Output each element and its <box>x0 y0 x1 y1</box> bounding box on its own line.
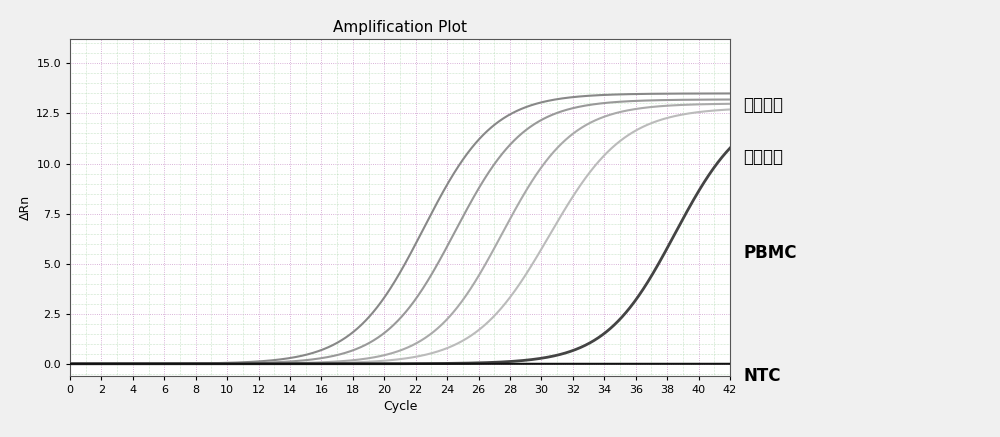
Text: NTC: NTC <box>744 367 781 385</box>
Text: PBMC: PBMC <box>744 244 797 263</box>
X-axis label: Cycle: Cycle <box>383 400 417 413</box>
Text: 不同浓度: 不同浓度 <box>744 96 784 114</box>
Text: 检测样本: 检测样本 <box>744 148 784 166</box>
Title: Amplification Plot: Amplification Plot <box>333 21 467 35</box>
Y-axis label: ΔRn: ΔRn <box>19 195 32 220</box>
